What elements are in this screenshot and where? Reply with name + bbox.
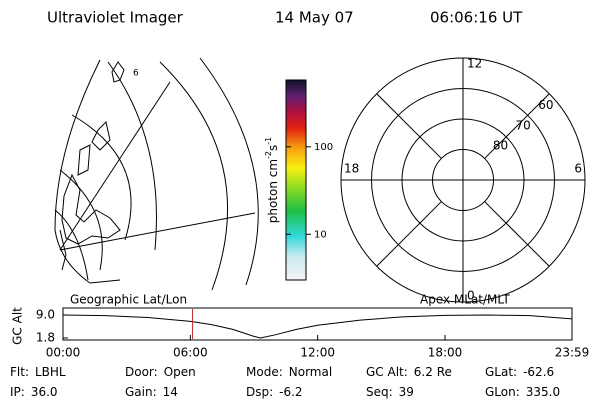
status-label: Door: bbox=[125, 365, 158, 379]
polar-lat-label: 80 bbox=[493, 139, 508, 153]
polar-mlt-label: 18 bbox=[344, 162, 359, 176]
status-field: Gain: 14 bbox=[125, 385, 178, 399]
status-label: Dsp: bbox=[246, 385, 273, 399]
colorbar-label: photon cm-2s-1 bbox=[264, 137, 280, 224]
status-value: -62.6 bbox=[523, 365, 554, 379]
meridian bbox=[159, 61, 228, 291]
status-value: Normal bbox=[289, 365, 332, 379]
status-label: Seq: bbox=[366, 385, 393, 399]
colorbar bbox=[285, 79, 307, 281]
coastline bbox=[59, 61, 125, 271]
status-label: Flt: bbox=[10, 365, 29, 379]
status-label: Gain: bbox=[125, 385, 157, 399]
status-label: IP: bbox=[10, 385, 25, 399]
status-field: Dsp: -6.2 bbox=[246, 385, 303, 399]
polar-spoke bbox=[484, 201, 550, 267]
status-label: GC Alt: bbox=[366, 365, 408, 379]
status-field: GLat: -62.6 bbox=[485, 365, 554, 379]
polar-spoke bbox=[376, 201, 442, 267]
parallel bbox=[59, 81, 171, 251]
status-value: 36.0 bbox=[31, 385, 58, 399]
status-value: 39 bbox=[399, 385, 414, 399]
status-value: LBHL bbox=[35, 365, 66, 379]
status-field: Flt: LBHL bbox=[10, 365, 66, 379]
polar-mlt-label: 6 bbox=[574, 162, 582, 176]
map-edge bbox=[54, 59, 101, 284]
map: 6 bbox=[54, 57, 259, 291]
polar-lat-label: 70 bbox=[516, 118, 531, 132]
orbit-ytick-label: 9.0 bbox=[36, 308, 55, 322]
parallel bbox=[59, 212, 256, 251]
orbit-ylabel: GC Alt bbox=[11, 307, 25, 345]
polar-mlt-label: 0 bbox=[467, 289, 475, 303]
meridian bbox=[199, 57, 259, 286]
orbit-xtick-label: 00:00 bbox=[46, 346, 81, 360]
status-field: Mode: Normal bbox=[246, 365, 332, 379]
status-field: IP: 36.0 bbox=[10, 385, 58, 399]
title: Ultraviolet Imager bbox=[47, 9, 184, 27]
orbit-curve bbox=[62, 314, 573, 339]
orbit-ytick-label: 1.8 bbox=[36, 331, 55, 345]
status-label: Mode: bbox=[246, 365, 283, 379]
map-label: 6 bbox=[133, 69, 139, 79]
polar-lat-label: 60 bbox=[538, 98, 553, 112]
orbit-left-label: Geographic Lat/Lon bbox=[70, 293, 187, 307]
status-value: 6.2 Re bbox=[414, 365, 452, 379]
exponent: -2 bbox=[264, 151, 273, 159]
status-value: 335.0 bbox=[526, 385, 560, 399]
colorbar-tick-label: 100 bbox=[314, 142, 333, 153]
status-value: Open bbox=[164, 365, 196, 379]
status-field: Door: Open bbox=[125, 365, 196, 379]
status-field: GLon: 335.0 bbox=[485, 385, 560, 399]
exponent: -1 bbox=[264, 137, 273, 145]
orbit-xtick-label: 18:00 bbox=[428, 346, 463, 360]
polar-spoke bbox=[376, 93, 442, 159]
polar-spoke bbox=[484, 93, 550, 159]
status-label: GLon: bbox=[485, 385, 520, 399]
status-value: -6.2 bbox=[279, 385, 302, 399]
meridian bbox=[54, 209, 89, 281]
date: 14 May 07 bbox=[275, 9, 354, 27]
orbit-xtick-label: 06:00 bbox=[173, 346, 208, 360]
colorbar-tick-label: 10 bbox=[314, 229, 327, 240]
meridian bbox=[107, 61, 157, 251]
orbit-right-label: Apex MLat/MLT bbox=[420, 293, 510, 307]
orbit-xtick-label: 12:00 bbox=[300, 346, 335, 360]
status-field: Seq: 39 bbox=[366, 385, 414, 399]
status-value: 14 bbox=[163, 385, 178, 399]
orbit-xtick-label: 23:59 bbox=[555, 346, 590, 360]
unit: photon cm bbox=[266, 159, 280, 223]
time: 06:06:16 UT bbox=[430, 9, 523, 27]
status-label: GLat: bbox=[485, 365, 517, 379]
polar-mlt-label: 12 bbox=[467, 57, 482, 71]
meridian bbox=[71, 114, 132, 241]
unit: s bbox=[266, 145, 280, 151]
map-edge bbox=[89, 279, 121, 284]
status-field: GC Alt: 6.2 Re bbox=[366, 365, 452, 379]
